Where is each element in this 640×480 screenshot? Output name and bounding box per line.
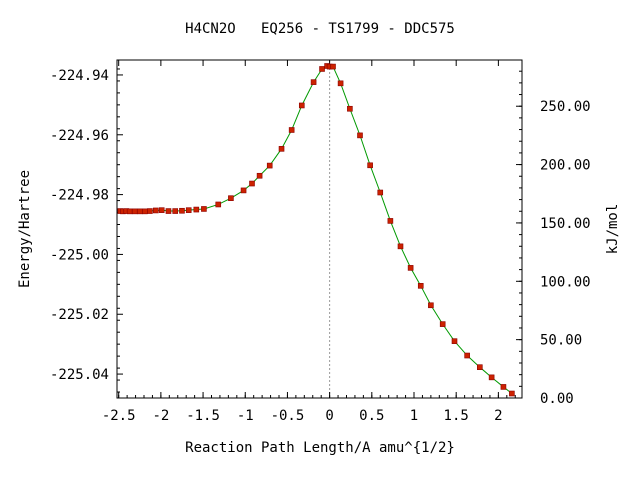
y-tick-label: -225.04 [50,367,109,383]
data-point [131,208,138,215]
data-point [439,321,446,327]
y2-tick-label: 200.00 [540,158,591,174]
x-tick-label: -0.5 [271,408,305,424]
data-point [377,189,384,196]
data-point [147,208,153,214]
y-tick-label: -224.98 [50,188,109,204]
y-axis-label: Energy/Hartree [17,170,33,288]
data-point [488,374,495,381]
x-tick-label: 2 [494,408,502,424]
data-point [347,105,353,112]
data-point [266,162,273,169]
x-tick-label: 0 [325,408,333,424]
y-axis-right: 0.00 50.00 100.00 150.00 200.00 250.00 [516,70,591,407]
data-point [278,146,285,152]
data-point [451,338,458,344]
data-point [201,206,207,212]
data-point [249,180,255,187]
data-point [397,243,404,250]
data-point [357,132,363,139]
data-point [193,206,200,213]
x-tick-label: -2 [152,408,169,424]
data-point [367,162,373,169]
y-axis-left: -224.94 -224.96 -224.98 -225.00 -225.02 -225.… [50,68,123,393]
data-point [172,208,179,214]
x-tick-label: -1.5 [186,408,220,424]
data-point [428,302,434,309]
y2-tick-label: 150.00 [540,216,591,232]
chart-title: H4CN2O EQ256 - TS1799 - DDC575 [185,21,455,37]
y-tick-label: -225.00 [50,247,109,263]
data-point [256,172,263,179]
y2-axis-label: kJ/mol [605,204,621,255]
series-line [120,65,513,394]
data-point [228,195,234,201]
y2-tick-label: 50.00 [540,333,582,349]
y-tick-label: -225.02 [50,307,109,323]
data-point [417,283,424,289]
data-point [215,201,222,208]
data-points [117,63,515,397]
x-tick-label: 0.5 [359,408,384,424]
y2-tick-label: 100.00 [540,274,591,290]
data-point [179,207,185,214]
data-point [165,208,172,214]
y-tick-label: -224.96 [50,128,109,144]
y2-tick-label: 0.00 [540,391,574,407]
data-point [240,187,247,194]
y-tick-label: -224.94 [50,68,109,84]
data-point [158,207,165,213]
data-point [126,208,133,215]
data-point [330,63,336,70]
data-point [185,207,192,213]
x-tick-label: 1.5 [444,408,469,424]
data-point [298,102,305,109]
x-axis-label: Reaction Path Length/A amu^{1/2} [185,440,455,456]
y2-tick-label: 250.00 [540,99,591,115]
data-point [310,79,317,85]
x-tick-label: -2.5 [102,408,136,424]
data-point [288,127,295,133]
data-point [407,265,414,271]
data-point [477,364,483,370]
data-point [337,80,344,87]
data-point [387,218,394,224]
data-point [319,66,325,72]
data-point [509,390,515,397]
data-point [136,208,143,215]
energy-curve [120,65,513,394]
data-point [464,352,470,359]
data-point [500,384,507,390]
data-point [153,207,159,214]
x-axis: -2.5 -2 -1.5 -1 -0.5 0 0.5 1 1.5 2 [102,60,516,424]
x-tick-label: 1 [410,408,418,424]
data-point [142,208,148,215]
x-tick-label: -1 [237,408,254,424]
plot-frame [116,59,523,399]
